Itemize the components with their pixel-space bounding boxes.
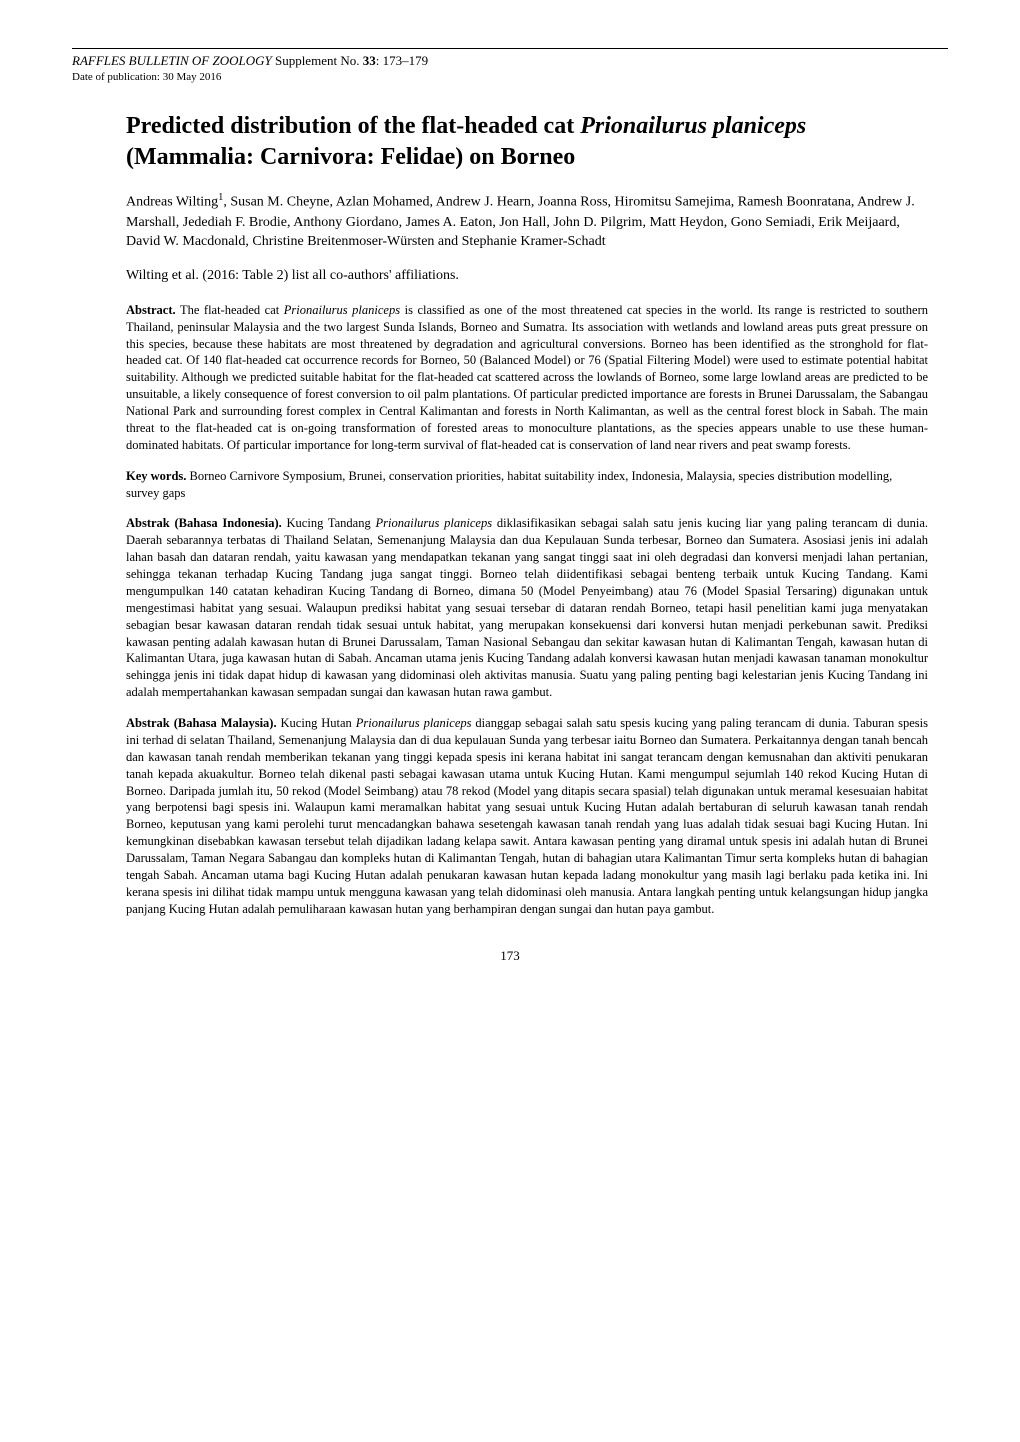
- page-number: 173: [72, 948, 948, 964]
- abstract-my-post: dianggap sebagai salah satu spesis kucin…: [126, 716, 928, 916]
- abstract-id-species: Prionailurus planiceps: [376, 516, 493, 530]
- first-author: Andreas Wilting: [126, 195, 218, 210]
- authors-block: Andreas Wilting1, Susan M. Cheyne, Azlan…: [126, 191, 928, 251]
- abstract-english: Abstract. The flat-headed cat Prionailur…: [126, 302, 928, 454]
- title-species: Prionailurus planiceps: [580, 113, 806, 139]
- abstract-en-post: is classified as one of the most threate…: [126, 303, 928, 452]
- abstract-en-label: Abstract.: [126, 303, 176, 317]
- header-rule: [72, 48, 948, 49]
- title-prefix: Predicted distribution of the flat-heade…: [126, 113, 580, 139]
- keywords-label: Key words.: [126, 469, 186, 483]
- abstract-id-pre: Kucing Tandang: [282, 516, 376, 530]
- abstract-my-species: Prionailurus planiceps: [356, 716, 472, 730]
- abstract-malaysia: Abstrak (Bahasa Malaysia). Kucing Hutan …: [126, 715, 928, 918]
- supplement-label: Supplement No.: [272, 53, 363, 68]
- journal-name: RAFFLES BULLETIN OF ZOOLOGY: [72, 53, 272, 68]
- abstract-indonesia: Abstrak (Bahasa Indonesia). Kucing Tanda…: [126, 515, 928, 701]
- abstract-my-label: Abstrak (Bahasa Malaysia).: [126, 716, 277, 730]
- keywords-text: Borneo Carnivore Symposium, Brunei, cons…: [126, 469, 892, 500]
- authors-rest: , Susan M. Cheyne, Azlan Mohamed, Andrew…: [126, 195, 915, 249]
- article-title: Predicted distribution of the flat-heade…: [126, 111, 928, 173]
- abstract-en-pre: The flat-headed cat: [176, 303, 284, 317]
- title-suffix: (Mammalia: Carnivora: Felidae) on Borneo: [126, 144, 575, 170]
- journal-header: RAFFLES BULLETIN OF ZOOLOGY Supplement N…: [72, 53, 948, 69]
- abstract-id-post: diklasifikasikan sebagai salah satu jeni…: [126, 516, 928, 699]
- supplement-number: 33: [363, 53, 376, 68]
- publication-date: Date of publication: 30 May 2016: [72, 71, 948, 83]
- abstract-en-species: Prionailurus planiceps: [284, 303, 400, 317]
- affiliations-note: Wilting et al. (2016: Table 2) list all …: [126, 268, 928, 284]
- abstract-my-pre: Kucing Hutan: [277, 716, 356, 730]
- abstract-id-label: Abstrak (Bahasa Indonesia).: [126, 516, 282, 530]
- keywords-block: Key words. Borneo Carnivore Symposium, B…: [126, 468, 928, 502]
- page-range: : 173–179: [376, 53, 428, 68]
